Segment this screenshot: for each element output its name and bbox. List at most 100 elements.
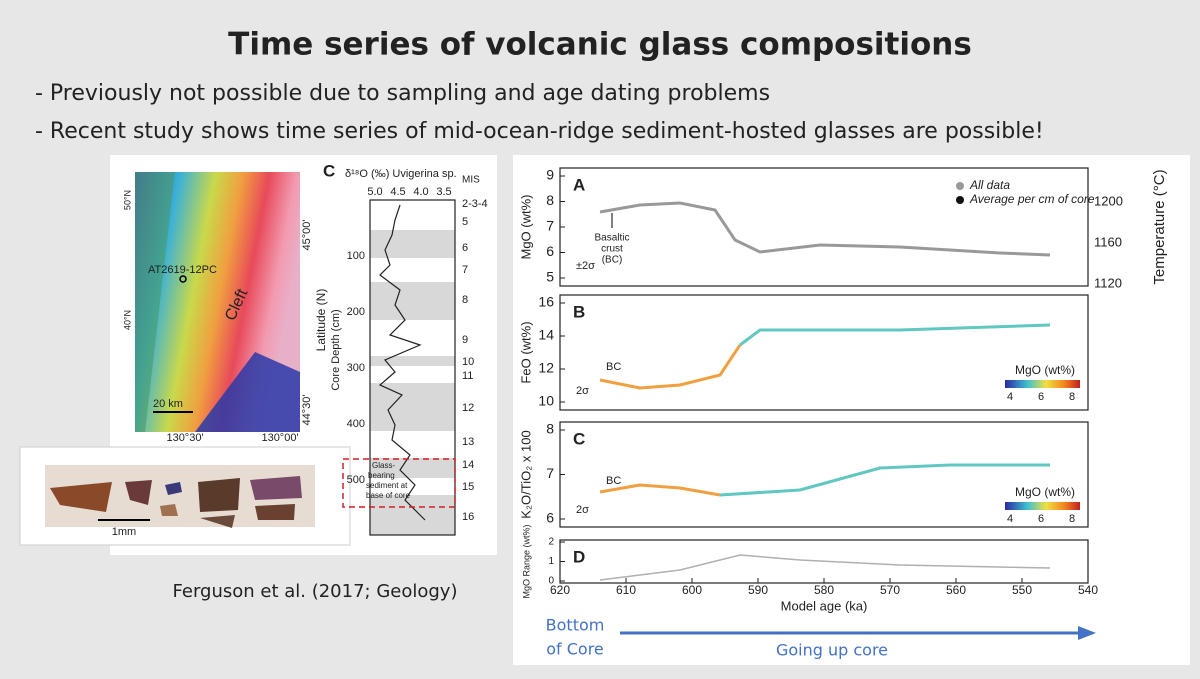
- y-axis-label: MgO (wt%): [518, 195, 533, 260]
- core-mis-tick: 11: [462, 370, 473, 382]
- colorbar-label: MgO (wt%): [1015, 363, 1075, 377]
- core-mis-tick: 8: [462, 294, 468, 306]
- error-label: ±2σ: [576, 260, 595, 272]
- map-axis-label: Latitude (N): [314, 289, 328, 352]
- y-tick-label: 8: [546, 421, 554, 437]
- colorbar-tick: 8: [1069, 391, 1075, 403]
- footer-label: of Core: [546, 640, 604, 659]
- y-axis-label: FeO (wt%): [518, 321, 533, 383]
- y2-tick-label: 1160: [1094, 234, 1122, 249]
- core-x-tick: 4.0: [413, 186, 428, 198]
- y-axis-label: MgO Range (wt%): [521, 524, 531, 598]
- colorbar-tick: 4: [1007, 513, 1013, 525]
- y-tick-label: 9: [546, 167, 554, 183]
- bc-label: BC: [606, 475, 621, 487]
- bullet: - Previously not possible due to samplin…: [35, 81, 770, 106]
- map-tick: 45°00': [301, 220, 313, 251]
- core-annotation: base of core: [366, 491, 411, 500]
- legend-label: Average per cm of core: [969, 192, 1095, 206]
- x-tick-label: 600: [682, 583, 702, 597]
- y-tick-label: 0: [548, 576, 554, 587]
- colorbar-tick: 8: [1069, 513, 1075, 525]
- core-mis-ticks: 2-3-4 5 6 7 8 9 10 11 12 13 14 15 16: [462, 198, 488, 523]
- x-tick-label: 560: [946, 583, 966, 597]
- annotation: Basaltic: [594, 233, 629, 244]
- core-mis-tick: 14: [462, 459, 474, 471]
- annotation: (BC): [602, 255, 623, 266]
- core-annotation: Glass-: [372, 461, 395, 470]
- annotation: crust: [601, 244, 623, 255]
- error-label: 2σ: [576, 385, 589, 397]
- core-curve: [378, 204, 426, 521]
- glass-shards: [50, 476, 302, 528]
- error-label: 2σ: [576, 504, 589, 516]
- bullet: - Recent study shows time series of mid-…: [35, 119, 1044, 144]
- colorbar-tick: 6: [1038, 391, 1044, 403]
- arrow-head: [1078, 626, 1096, 640]
- map-site: AT2619-12PC: [148, 264, 217, 276]
- panel-label: D: [573, 547, 585, 566]
- core-header: δ¹⁸O (‰) Uvigerina sp.: [345, 168, 457, 180]
- y-tick-label: 16: [538, 294, 554, 310]
- x-tick-label: 580: [814, 583, 834, 597]
- photo-scale: 1mm: [112, 526, 136, 538]
- core-mis-tick: 13: [462, 436, 474, 448]
- map-scale: 20 km: [153, 398, 183, 410]
- y2-tick-label: 1120: [1094, 275, 1122, 290]
- core-mis-tick: 10: [462, 356, 474, 368]
- citation: Ferguson et al. (2017; Geology): [173, 581, 458, 602]
- panel-label: C: [323, 161, 335, 180]
- core-highlight: [342, 458, 456, 508]
- y-tick-label: 5: [546, 269, 554, 285]
- y-tick-label: 10: [538, 393, 554, 409]
- map-tick: 130°00': [261, 432, 298, 444]
- y2-axis-label: Temperature (°C): [1151, 169, 1168, 284]
- x-tick-label: 590: [748, 583, 768, 597]
- bc-label: BC: [606, 361, 621, 373]
- legend-label: All data: [969, 178, 1010, 192]
- y-tick-label: 12: [538, 360, 554, 376]
- core-x-tick: 3.5: [436, 186, 451, 198]
- colorbar-tick: 4: [1007, 391, 1013, 403]
- core-depth-tick: 300: [347, 362, 365, 374]
- map-tick: 40°N: [122, 310, 132, 330]
- y-tick-label: 1: [548, 556, 554, 567]
- core-frame: [369, 199, 456, 536]
- core-depth-tick: 400: [347, 418, 365, 430]
- y-tick-label: 7: [546, 465, 554, 481]
- map-tick: 50°N: [122, 190, 132, 210]
- y-tick-label: 8: [546, 192, 554, 208]
- core-annotation: bearing: [368, 471, 395, 480]
- core-depth-tick: 200: [347, 306, 365, 318]
- core-depth-ticks: 100 200 300 400 500: [347, 250, 365, 486]
- title: Time series of volcanic glass compositio…: [228, 27, 972, 63]
- core-mis-tick: 16: [462, 511, 474, 523]
- colorbar: [1005, 380, 1080, 388]
- x-tick-label: 550: [1012, 583, 1032, 597]
- core-mis-tick: 12: [462, 402, 474, 414]
- panel-label: A: [573, 175, 585, 194]
- x-tick-label: 620: [550, 583, 570, 597]
- x-tick-label: 570: [880, 583, 900, 597]
- x-tick-label: 610: [616, 583, 636, 597]
- core-mis-tick: 5: [462, 216, 468, 228]
- panel-label: C: [573, 429, 585, 448]
- core-depth-tick: 100: [347, 250, 365, 262]
- map-tick: 130°30': [166, 432, 203, 444]
- footer-label: Bottom: [546, 616, 605, 635]
- y-tick-label: 2: [548, 537, 554, 548]
- core-mis-tick: 9: [462, 334, 468, 346]
- y-axis-label: K₂O/TiO₂ x 100: [518, 430, 533, 518]
- y-tick-label: 14: [538, 327, 554, 343]
- core-annotation: sediment at: [366, 481, 408, 490]
- core-x-tick: 4.5: [390, 186, 405, 198]
- y-tick-label: 7: [546, 218, 554, 234]
- colorbar-label: MgO (wt%): [1015, 485, 1075, 499]
- core-mis-tick: 7: [462, 264, 468, 276]
- legend-marker: [956, 196, 964, 204]
- trend-decoration: [599, 201, 1051, 581]
- core-mis-label: MIS: [462, 175, 480, 186]
